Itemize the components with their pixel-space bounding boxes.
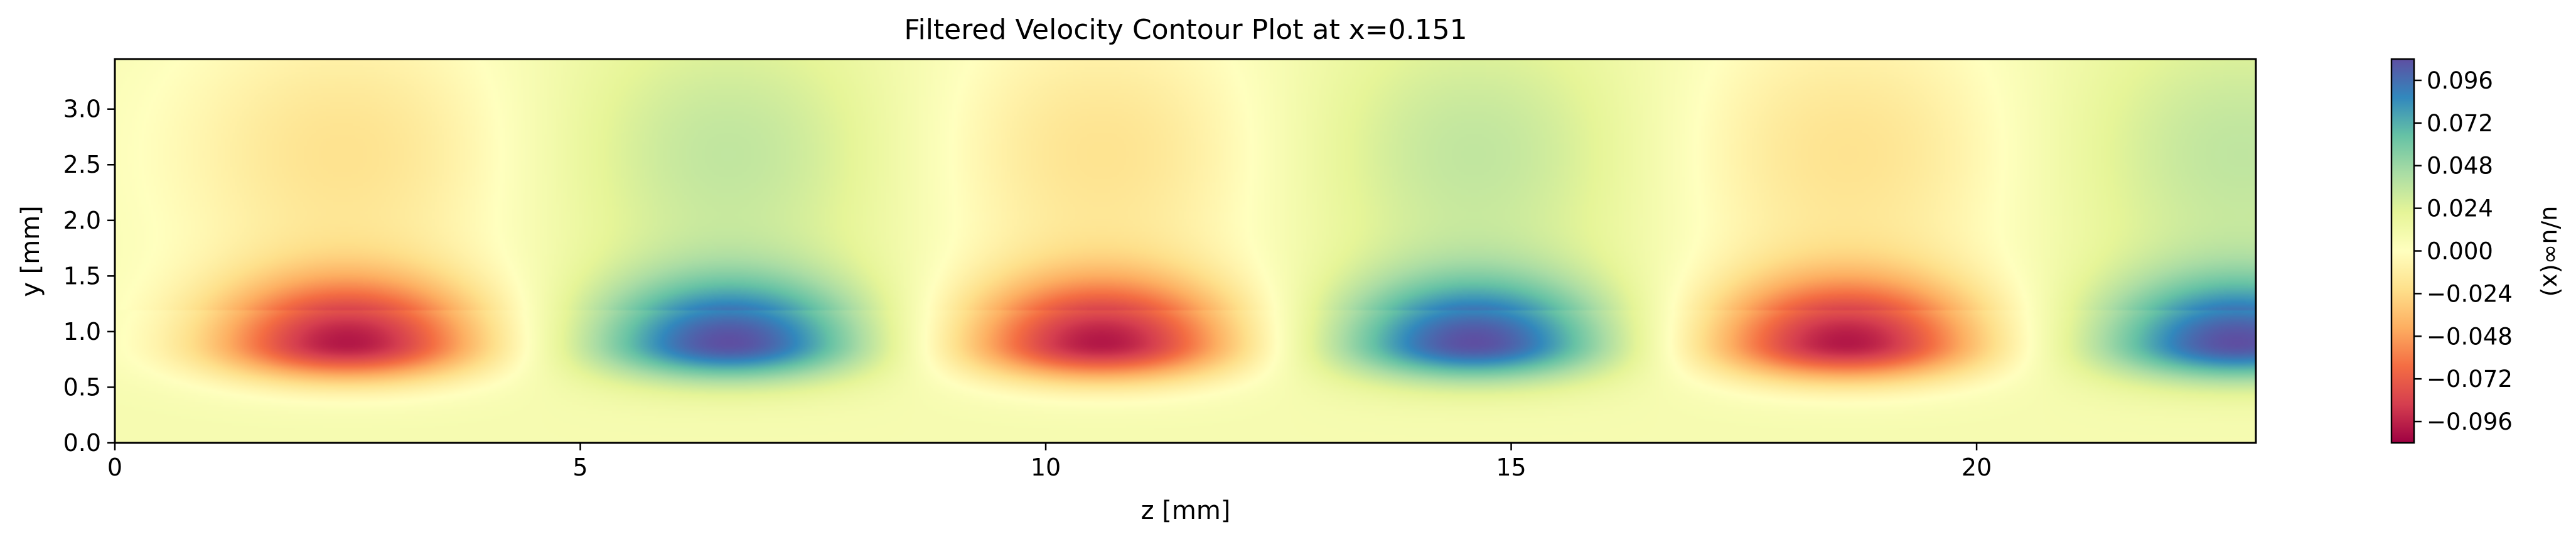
y-axis: 0.0 0.5 1.0 1.5 2.0 2.5 3.0: [63, 95, 115, 457]
y-tick-label: 3.0: [63, 95, 101, 123]
y-tick-label: 0.0: [63, 429, 101, 457]
chart-title: Filtered Velocity Contour Plot at x=0.15…: [904, 14, 1467, 46]
colorbar-ticks: −0.096 −0.072 −0.048 −0.024 0.000 0.024 0.048 0…: [2414, 67, 2513, 435]
colorbar: −0.096 −0.072 −0.048 −0.024 0.000 0.024 0.048 0…: [2390, 58, 2565, 444]
y-tick-label: 2.5: [63, 151, 101, 178]
plot-frame: [114, 58, 2257, 444]
velocity-field-heatmap: [115, 59, 2256, 443]
x-tick-label: 10: [1031, 454, 1061, 481]
y-tick-label: 0.5: [63, 373, 101, 401]
x-tick-label: 5: [572, 454, 588, 481]
x-axis: 0 5 10 15 20: [107, 443, 1992, 481]
colorbar-tick-label: 0.024: [2427, 195, 2493, 222]
colorbar-tick-label: 0.000: [2427, 238, 2493, 265]
colorbar-tick-label: 0.048: [2427, 153, 2493, 180]
x-tick-label: 15: [1496, 454, 1526, 481]
y-axis-label: y [mm]: [16, 205, 45, 297]
colorbar-label: u/u∞(x): [2538, 206, 2565, 297]
colorbar-gradient: [2391, 59, 2414, 443]
y-tick-label: 1.0: [63, 318, 101, 345]
colorbar-tick-label: 0.072: [2427, 110, 2493, 137]
x-tick-label: 0: [107, 454, 122, 481]
plot-area: [114, 58, 2257, 444]
colorbar-tick-label: −0.024: [2427, 280, 2513, 307]
colorbar-tick-label: −0.048: [2427, 323, 2513, 350]
x-tick-label: 20: [1962, 454, 1992, 481]
colorbar-tick-label: −0.072: [2427, 366, 2513, 393]
y-tick-label: 2.0: [63, 207, 101, 234]
colorbar-tick-label: −0.096: [2427, 408, 2513, 435]
y-tick-label: 1.5: [63, 262, 101, 290]
x-axis-label: z [mm]: [1141, 496, 1231, 525]
colorbar-tick-label: 0.096: [2427, 67, 2493, 94]
